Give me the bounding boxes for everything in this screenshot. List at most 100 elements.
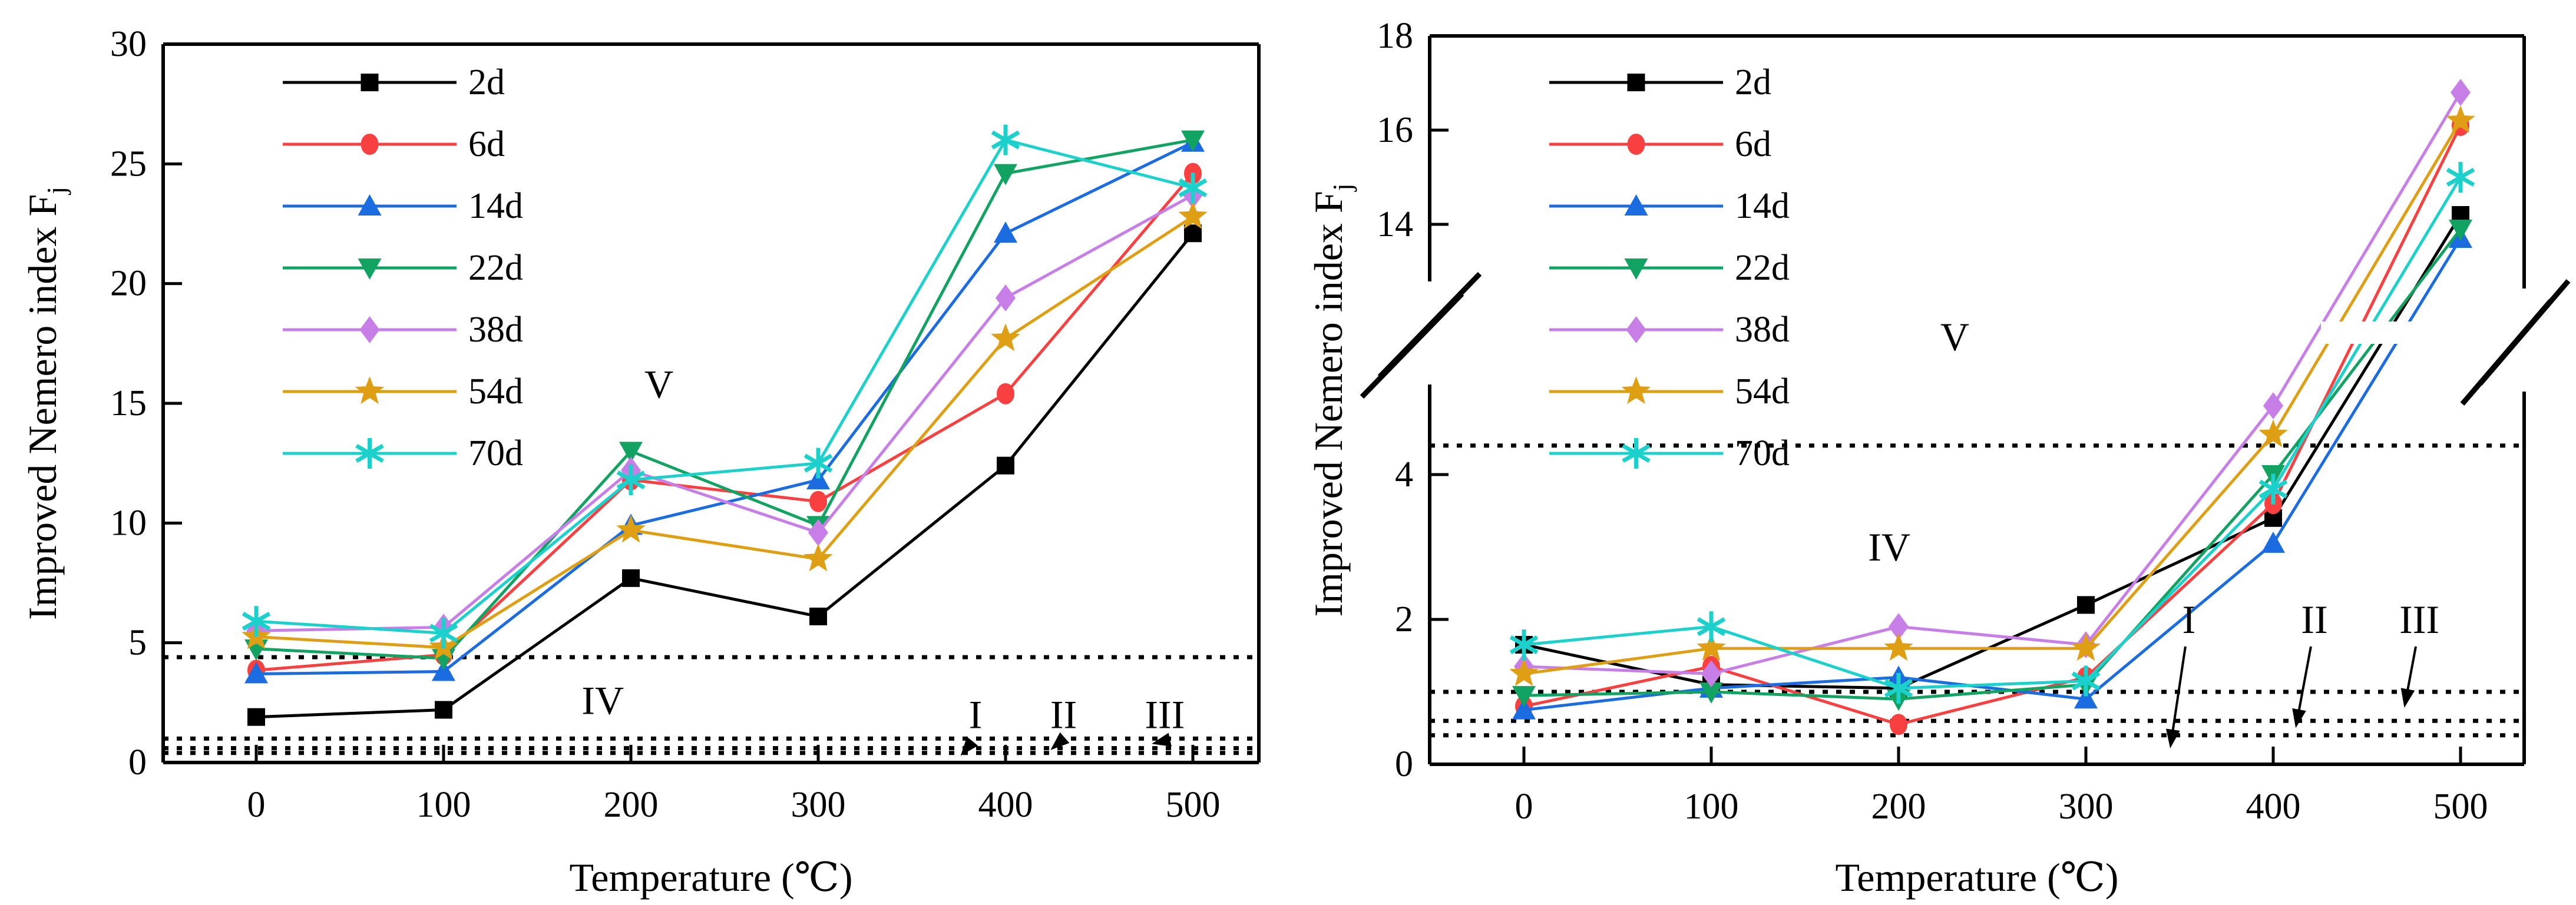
right-legend-item-54d: 54d [1549, 372, 1790, 412]
left-x-tick-label-300: 300 [791, 785, 846, 825]
left-y-tick-label-25: 25 [110, 144, 147, 184]
left-legend-label-38d: 38d [468, 310, 523, 350]
left-series-54d [242, 201, 1208, 660]
right-legend-label-6d: 6d [1735, 124, 1771, 164]
left-grade-pointer-III: III [1145, 692, 1185, 747]
left-series-70d-line [256, 138, 1193, 635]
left-legend-label-70d: 70d [468, 433, 523, 473]
left-series-22d-point-500 [1181, 130, 1205, 152]
left-legend-item-22d: 22d [283, 248, 523, 288]
right-legend-marker-54d [1621, 376, 1651, 404]
right-x-ticks: 0 100 200 300 400 500 [1515, 747, 2488, 827]
right-legend-item-14d: 14d [1549, 186, 1790, 226]
right-series-22d-point-0 [1512, 686, 1536, 708]
left-series-2d-point-300 [809, 607, 827, 625]
right-grade-pointer-I: I [2165, 597, 2196, 748]
right-series-22d-point-100 [1699, 682, 1723, 704]
right-series-38d-point-400 [2263, 392, 2283, 420]
right-series-38d-point-100 [1701, 660, 1721, 688]
right-y-tick-label-4: 4 [1395, 455, 1413, 495]
right-series-70d-point-500 [2446, 162, 2475, 193]
right-x-tick-label-300: 300 [2059, 787, 2114, 827]
right-y-tick-label-2: 2 [1395, 599, 1413, 639]
right-series-22d-line [1523, 228, 2462, 701]
left-legend-item-54d: 54d [283, 372, 523, 412]
right-x-axis-title: Temperature (℃) [1836, 855, 2119, 900]
left-series-22d-point-400 [994, 164, 1017, 185]
right-legend-item-70d: 70d [1549, 433, 1790, 473]
right-grade-label-I: I [2183, 597, 2196, 642]
right-chart: 0 2 4 14 16 18 0 100 200 300 400 500 2d 6d 14d 22d 38d 54… [1306, 16, 2571, 900]
right-grade-arrow-head-I [2165, 728, 2180, 748]
right-series-22d-point-500 [2449, 220, 2472, 241]
left-grade-pointer-I: I [960, 692, 983, 756]
right-legend-item-38d: 38d [1549, 310, 1790, 350]
left-grade-arrow-head-I [960, 737, 978, 756]
right-series-54d-point-0 [1509, 658, 1539, 687]
right-series-70d [1509, 162, 2475, 704]
left-series-38d [246, 181, 1203, 645]
left-series-54d-point-400 [991, 323, 1020, 352]
right-legend-item-2d: 2d [1549, 62, 1771, 102]
left-series-6d-point-400 [997, 383, 1014, 405]
left-region-label-V: V [644, 362, 673, 406]
right-series-14d-point-300 [2074, 687, 2098, 709]
left-x-tick-label-500: 500 [1166, 785, 1221, 825]
left-x-ticks: 0 100 200 300 400 500 [247, 745, 1221, 825]
left-series-70d-point-500 [1178, 172, 1208, 203]
right-series-6d [1515, 115, 2469, 735]
right-legend-label-22d: 22d [1735, 248, 1790, 288]
right-grade-label-II: II [2301, 597, 2327, 642]
left-y-ticks: 0 5 10 15 20 25 30 [110, 24, 182, 783]
left-x-tick-label-200: 200 [604, 785, 659, 825]
right-y-ticks: 0 2 4 14 16 18 [1377, 16, 1449, 784]
left-x-tick-label-0: 0 [247, 785, 266, 825]
right-legend-marker-38d [1626, 316, 1646, 343]
right-grade-arrow-line-III [2405, 646, 2418, 697]
right-legend-item-6d: 6d [1549, 124, 1771, 164]
right-series-38d-point-500 [2451, 79, 2471, 106]
left-series-2d-point-400 [997, 456, 1014, 475]
left-series-38d-point-300 [808, 519, 828, 546]
left-x-tick-label-400: 400 [978, 785, 1033, 825]
left-grade-arrow-head-II [1050, 732, 1070, 750]
left-legend-label-2d: 2d [468, 62, 505, 102]
right-series-70d-point-400 [2258, 473, 2288, 505]
left-series-70d-point-100 [429, 618, 458, 649]
right-y-tick-label-18: 18 [1377, 16, 1413, 56]
right-x-tick-label-100: 100 [1684, 787, 1739, 827]
right-legend-marker-22d [1624, 258, 1648, 280]
left-series-2d-point-0 [247, 708, 265, 726]
right-series-70d-point-300 [2071, 665, 2101, 697]
right-legend-label-2d: 2d [1735, 62, 1771, 102]
right-y-tick-label-14: 14 [1377, 204, 1413, 244]
right-x-tick-label-0: 0 [1515, 787, 1533, 827]
right-series-2d-line [1523, 214, 2462, 690]
right-series-70d-point-100 [1697, 611, 1726, 642]
left-series-54d-line [256, 215, 1194, 649]
right-series-54d-point-100 [1697, 633, 1726, 661]
right-series-70d-point-0 [1509, 629, 1539, 661]
left-y-axis-title: Improved Nemero index Fj [20, 187, 71, 620]
right-series-6d-point-200 [1890, 714, 1907, 735]
left-series-14d-point-100 [432, 659, 455, 681]
right-series-54d [1509, 105, 2475, 687]
right-series-54d-point-400 [2258, 419, 2288, 447]
right-legend-marker-70d [1622, 438, 1651, 469]
left-legend-label-54d: 54d [468, 372, 523, 412]
left-series-14d [244, 130, 1205, 684]
right-y-axis-break-mark [1360, 271, 1482, 399]
right-grade-arrow-head-III [2400, 688, 2415, 708]
right-series-70d-point-200 [1884, 672, 1913, 704]
left-grade-label-I: I [969, 692, 983, 737]
left-series-70d-point-200 [616, 465, 646, 496]
right-legend-marker-6d [1627, 134, 1645, 155]
left-legend-item-38d: 38d [283, 310, 523, 350]
left-grade-arrow-head-III [1152, 732, 1172, 747]
right-x-tick-label-200: 200 [1871, 787, 1926, 827]
right-series-2d-point-300 [2077, 596, 2095, 614]
right-series-38d [1514, 79, 2471, 688]
left-y-tick-label-10: 10 [110, 503, 147, 543]
